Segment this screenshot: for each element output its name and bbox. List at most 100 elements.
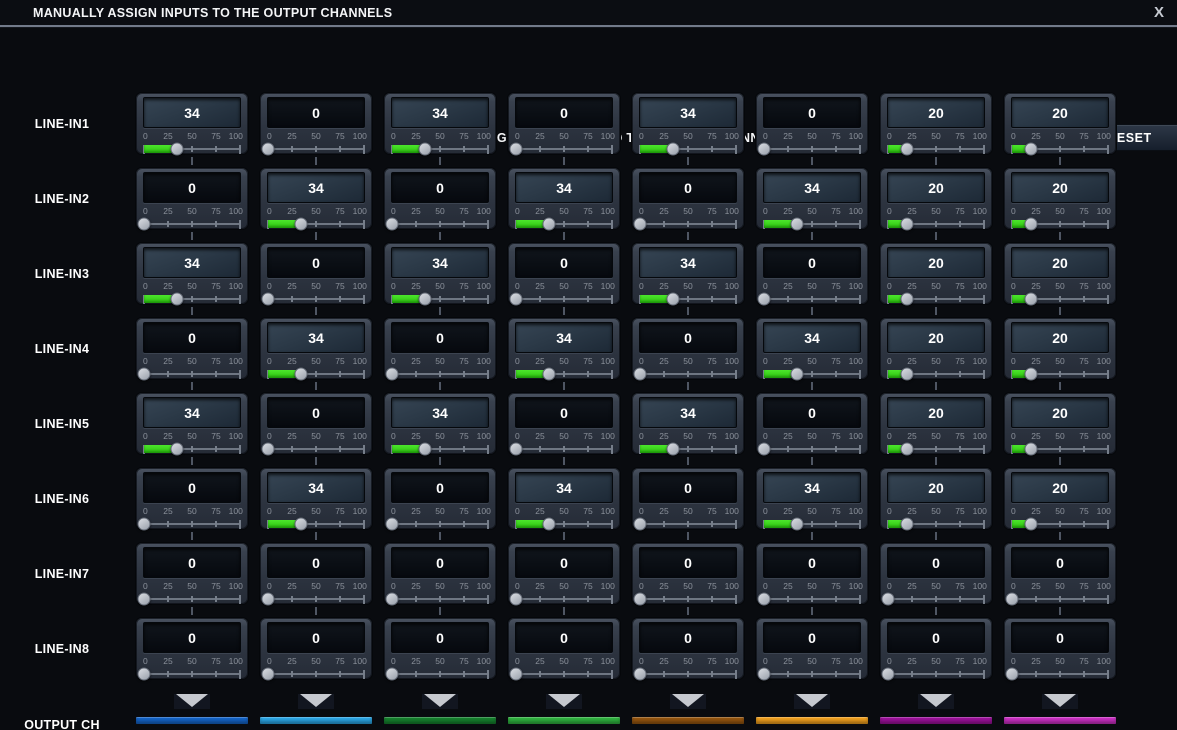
slider-thumb[interactable]	[633, 592, 647, 606]
volume-slider[interactable]	[391, 291, 489, 306]
volume-slider[interactable]	[763, 516, 861, 531]
volume-slider[interactable]	[261, 591, 365, 606]
slider-thumb[interactable]	[418, 442, 432, 456]
slider-thumb[interactable]	[757, 292, 771, 306]
slider-thumb[interactable]	[509, 292, 523, 306]
slider-thumb[interactable]	[633, 217, 647, 231]
volume-slider[interactable]	[1011, 216, 1109, 231]
volume-slider[interactable]	[1011, 366, 1109, 381]
slider-thumb[interactable]	[509, 442, 523, 456]
slider-thumb[interactable]	[1024, 442, 1038, 456]
volume-slider[interactable]	[385, 666, 489, 681]
volume-slider[interactable]	[887, 291, 985, 306]
volume-slider[interactable]	[391, 441, 489, 456]
volume-slider[interactable]	[143, 141, 241, 156]
volume-slider[interactable]	[509, 591, 613, 606]
slider-thumb[interactable]	[900, 217, 914, 231]
volume-slider[interactable]	[639, 441, 737, 456]
slider-thumb[interactable]	[790, 367, 804, 381]
volume-slider[interactable]	[137, 516, 241, 531]
slider-thumb[interactable]	[757, 142, 771, 156]
volume-slider[interactable]	[385, 516, 489, 531]
volume-slider[interactable]	[267, 516, 365, 531]
volume-slider[interactable]	[137, 666, 241, 681]
volume-slider[interactable]	[509, 291, 613, 306]
slider-thumb[interactable]	[509, 142, 523, 156]
slider-thumb[interactable]	[633, 517, 647, 531]
slider-thumb[interactable]	[261, 592, 275, 606]
slider-thumb[interactable]	[509, 592, 523, 606]
volume-slider[interactable]	[143, 291, 241, 306]
volume-slider[interactable]	[515, 516, 613, 531]
slider-thumb[interactable]	[900, 292, 914, 306]
slider-thumb[interactable]	[1005, 592, 1019, 606]
volume-slider[interactable]	[137, 591, 241, 606]
volume-slider[interactable]	[385, 216, 489, 231]
volume-slider[interactable]	[267, 216, 365, 231]
slider-thumb[interactable]	[1024, 292, 1038, 306]
slider-thumb[interactable]	[542, 367, 556, 381]
slider-thumb[interactable]	[900, 442, 914, 456]
volume-slider[interactable]	[137, 366, 241, 381]
volume-slider[interactable]	[757, 141, 861, 156]
volume-slider[interactable]	[137, 216, 241, 231]
volume-slider[interactable]	[1005, 591, 1109, 606]
volume-slider[interactable]	[509, 441, 613, 456]
slider-thumb[interactable]	[1005, 667, 1019, 681]
volume-slider[interactable]	[509, 666, 613, 681]
slider-thumb[interactable]	[790, 517, 804, 531]
slider-thumb[interactable]	[1024, 142, 1038, 156]
volume-slider[interactable]	[385, 591, 489, 606]
slider-thumb[interactable]	[881, 592, 895, 606]
volume-slider[interactable]	[887, 441, 985, 456]
volume-slider[interactable]	[515, 216, 613, 231]
slider-thumb[interactable]	[137, 592, 151, 606]
slider-thumb[interactable]	[294, 367, 308, 381]
volume-slider[interactable]	[757, 291, 861, 306]
slider-thumb[interactable]	[385, 217, 399, 231]
slider-thumb[interactable]	[418, 142, 432, 156]
volume-slider[interactable]	[881, 666, 985, 681]
volume-slider[interactable]	[1011, 441, 1109, 456]
slider-thumb[interactable]	[633, 367, 647, 381]
volume-slider[interactable]	[633, 366, 737, 381]
slider-thumb[interactable]	[261, 292, 275, 306]
slider-thumb[interactable]	[790, 217, 804, 231]
volume-slider[interactable]	[763, 216, 861, 231]
slider-thumb[interactable]	[137, 667, 151, 681]
slider-thumb[interactable]	[1024, 517, 1038, 531]
slider-thumb[interactable]	[385, 592, 399, 606]
volume-slider[interactable]	[633, 216, 737, 231]
slider-thumb[interactable]	[385, 667, 399, 681]
volume-slider[interactable]	[385, 366, 489, 381]
slider-thumb[interactable]	[666, 442, 680, 456]
slider-thumb[interactable]	[294, 217, 308, 231]
slider-thumb[interactable]	[385, 517, 399, 531]
volume-slider[interactable]	[757, 666, 861, 681]
slider-thumb[interactable]	[294, 517, 308, 531]
volume-slider[interactable]	[763, 366, 861, 381]
volume-slider[interactable]	[633, 516, 737, 531]
volume-slider[interactable]	[1011, 516, 1109, 531]
volume-slider[interactable]	[633, 666, 737, 681]
volume-slider[interactable]	[391, 141, 489, 156]
slider-thumb[interactable]	[542, 217, 556, 231]
volume-slider[interactable]	[887, 366, 985, 381]
slider-thumb[interactable]	[757, 667, 771, 681]
volume-slider[interactable]	[267, 366, 365, 381]
slider-thumb[interactable]	[900, 142, 914, 156]
slider-thumb[interactable]	[757, 442, 771, 456]
slider-thumb[interactable]	[137, 217, 151, 231]
volume-slider[interactable]	[887, 216, 985, 231]
slider-thumb[interactable]	[542, 517, 556, 531]
slider-thumb[interactable]	[509, 667, 523, 681]
volume-slider[interactable]	[1005, 666, 1109, 681]
volume-slider[interactable]	[757, 591, 861, 606]
volume-slider[interactable]	[1011, 291, 1109, 306]
volume-slider[interactable]	[143, 441, 241, 456]
volume-slider[interactable]	[261, 666, 365, 681]
slider-thumb[interactable]	[261, 667, 275, 681]
volume-slider[interactable]	[1011, 141, 1109, 156]
volume-slider[interactable]	[639, 291, 737, 306]
close-icon[interactable]: X	[1153, 4, 1164, 21]
